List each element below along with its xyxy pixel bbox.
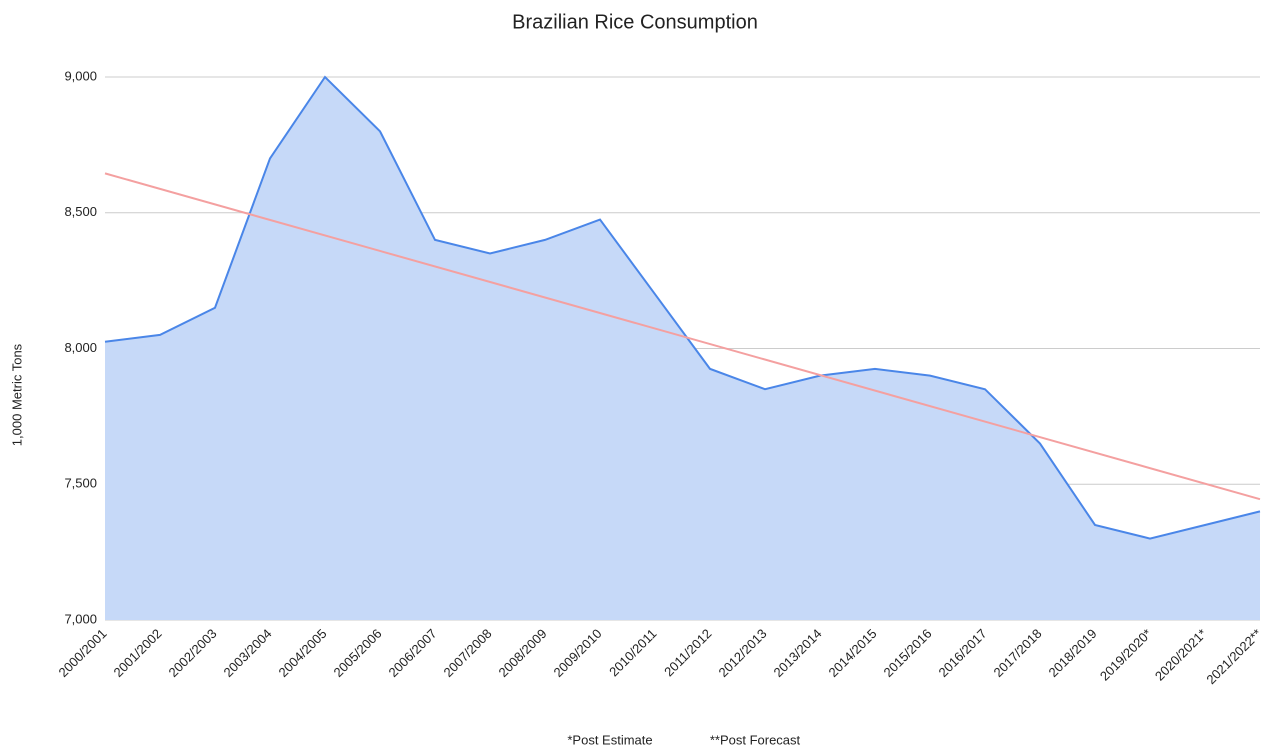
x-tick-label: 2001/2002 bbox=[110, 626, 164, 680]
x-tick-label: 2012/2013 bbox=[715, 626, 769, 680]
x-tick-label: 2002/2003 bbox=[165, 626, 219, 680]
x-tick-label: 2008/2009 bbox=[495, 626, 549, 680]
footnote: *Post Estimate bbox=[567, 732, 652, 747]
x-tick-label: 2007/2008 bbox=[440, 626, 494, 680]
x-tick-label: 2015/2016 bbox=[880, 626, 934, 680]
y-tick-label: 7,000 bbox=[64, 611, 97, 626]
x-tick-label: 2017/2018 bbox=[990, 626, 1044, 680]
x-tick-label: 2018/2019 bbox=[1045, 626, 1099, 680]
y-tick-label: 8,000 bbox=[64, 340, 97, 355]
x-tick-label: 2011/2012 bbox=[661, 626, 714, 679]
x-tick-label: 2021/2022** bbox=[1203, 626, 1264, 687]
y-tick-label: 7,500 bbox=[64, 476, 97, 491]
x-tick-label: 2014/2015 bbox=[825, 626, 879, 680]
x-tick-label: 2009/2010 bbox=[550, 626, 604, 680]
x-tick-label: 2006/2007 bbox=[385, 626, 439, 680]
line bbox=[104, 75, 1261, 540]
trendline bbox=[104, 172, 1261, 501]
x-tick-label: 2013/2014 bbox=[770, 626, 824, 680]
chart-title: Brazilian Rice Consumption bbox=[512, 11, 758, 33]
x-tick-label: 2000/2001 bbox=[55, 626, 109, 680]
x-tick-label: 2016/2017 bbox=[935, 626, 989, 680]
x-tick-label: 2010/2011 bbox=[606, 626, 659, 679]
y-tick-label: 9,000 bbox=[64, 68, 97, 83]
y-axis-label: 1,000 Metric Tons bbox=[9, 343, 24, 446]
area bbox=[105, 77, 1260, 620]
y-tick-label: 8,500 bbox=[64, 204, 97, 219]
x-tick-label: 2004/2005 bbox=[275, 626, 329, 680]
footnote: **Post Forecast bbox=[710, 732, 801, 747]
x-tick-label: 2005/2006 bbox=[330, 626, 384, 680]
x-tick-label: 2003/2004 bbox=[220, 626, 274, 680]
x-tick-label: 2019/2020* bbox=[1097, 626, 1155, 684]
x-tick-label: 2020/2021* bbox=[1152, 626, 1210, 684]
